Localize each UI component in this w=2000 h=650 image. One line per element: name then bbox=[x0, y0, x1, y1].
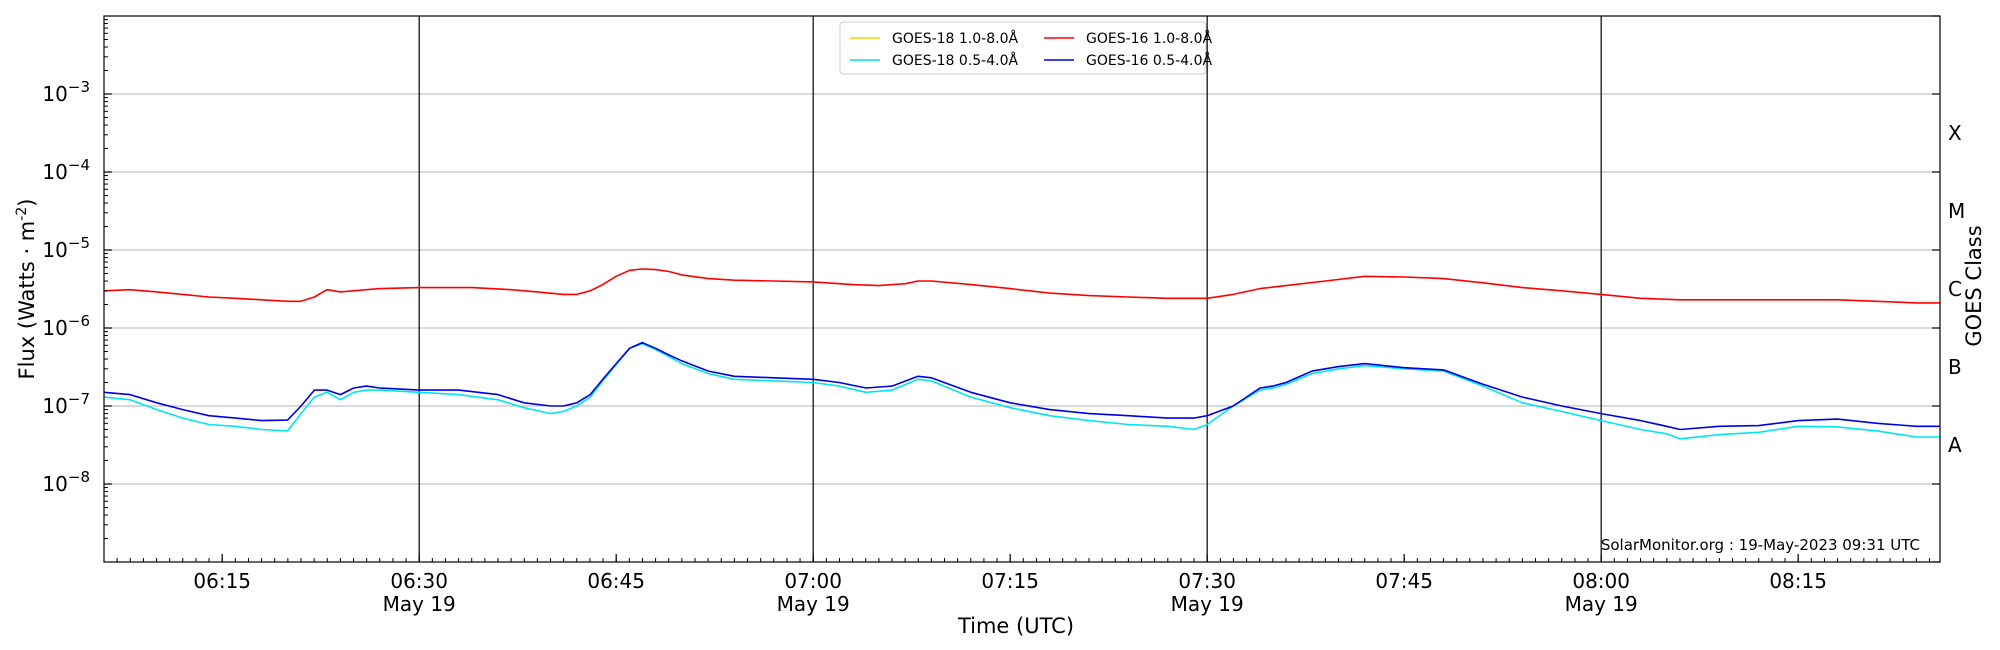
x-tick-label: 07:30 bbox=[1178, 569, 1236, 593]
axis-ticks bbox=[103, 15, 1940, 563]
series-line-goes-16-1-0-8-0- bbox=[103, 268, 1940, 304]
y-tick-label: 10−8 bbox=[42, 468, 90, 496]
legend-entry: GOES-18 0.5-4.0Å bbox=[892, 52, 1018, 69]
x-tick-date-label: May 19 bbox=[1171, 592, 1244, 616]
legend-entry: GOES-16 0.5-4.0Å bbox=[1086, 52, 1212, 69]
goes-class-label: C bbox=[1948, 277, 1962, 301]
x-tick-label: 07:45 bbox=[1375, 569, 1433, 593]
x-tick-label: 08:15 bbox=[1769, 569, 1827, 593]
x-tick-label: 08:00 bbox=[1572, 569, 1630, 593]
plot-frame bbox=[103, 15, 1941, 563]
goes-class-label: B bbox=[1948, 355, 1962, 379]
x-tick-date-label: May 19 bbox=[777, 592, 850, 616]
x-axis-title: Time (UTC) bbox=[957, 614, 1074, 638]
series-line-goes-18-0-5-4-0- bbox=[103, 342, 1940, 440]
goes-class-label: M bbox=[1948, 199, 1965, 223]
grid-lines bbox=[104, 93, 1940, 485]
goes-class-labels: A B C M X bbox=[1948, 121, 1965, 457]
y-tick-label: 10−4 bbox=[42, 156, 90, 184]
legend-entry: GOES-16 1.0-8.0Å bbox=[1086, 30, 1212, 47]
y-tick-label: 10−7 bbox=[42, 390, 90, 418]
x-tick-label: 06:30 bbox=[390, 569, 448, 593]
y-tick-label: 10−6 bbox=[42, 312, 90, 340]
legend-box bbox=[839, 21, 1207, 75]
series-lines bbox=[103, 268, 1940, 440]
x-tick-label: 07:00 bbox=[784, 569, 842, 593]
x-tick-label: 06:45 bbox=[587, 569, 645, 593]
y-axis-title: Flux (Watts · m-2) bbox=[14, 199, 39, 380]
series-line-goes-16-0-5-4-0- bbox=[103, 341, 1940, 431]
legend: GOES-18 1.0-8.0Å GOES-18 0.5-4.0Å GOES-16 … bbox=[839, 21, 1212, 75]
goes-class-label: X bbox=[1948, 121, 1962, 145]
goes-class-axis-title: GOES Class bbox=[1962, 225, 1986, 346]
x-tick-date-label: May 19 bbox=[1565, 592, 1638, 616]
day-marker-lines bbox=[418, 16, 1602, 562]
y-tick-label: 10−3 bbox=[42, 78, 90, 106]
y-tick-label: 10−5 bbox=[42, 234, 90, 262]
legend-entry: GOES-18 1.0-8.0Å bbox=[892, 30, 1018, 47]
y-tick-labels: 10−8 10−7 10−6 10−5 10−4 10−3 bbox=[42, 78, 90, 496]
x-tick-date-label: May 19 bbox=[383, 592, 456, 616]
x-tick-label: 07:15 bbox=[981, 569, 1039, 593]
credit-text: SolarMonitor.org : 19-May-2023 09:31 UTC bbox=[1601, 536, 1920, 554]
goes-class-label: A bbox=[1948, 433, 1962, 457]
x-tick-label: 06:15 bbox=[193, 569, 251, 593]
